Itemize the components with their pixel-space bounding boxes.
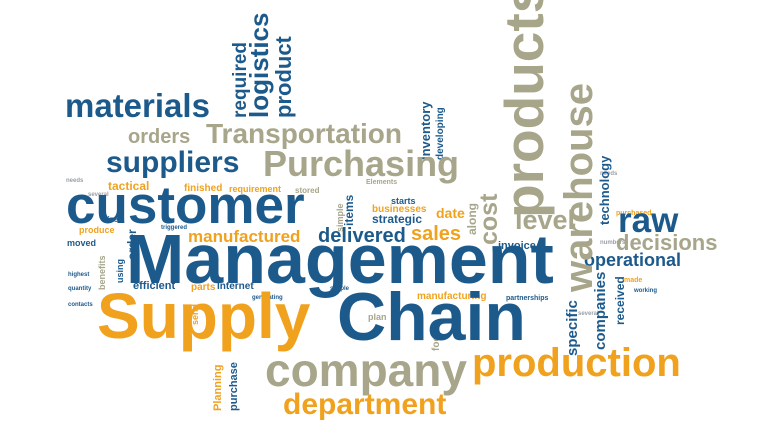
word-received: received (613, 276, 627, 325)
word-benefits: benefits (97, 255, 107, 290)
word-produce: produce (79, 225, 115, 235)
word-inventory: Inventory (418, 101, 433, 160)
word-sales: sales (411, 223, 461, 245)
word-purchasing: Purchasing (263, 143, 459, 184)
word-planning: Planning (212, 365, 224, 411)
word-transportation: Transportation (206, 118, 402, 149)
word-manufacturing: manufacturing (417, 291, 486, 302)
word-management: Management (126, 220, 554, 298)
word-focus: focus (431, 324, 442, 351)
word-items: items (342, 194, 356, 226)
word-warehouse: warehouse (557, 83, 601, 293)
word-strategic: strategic (372, 212, 422, 226)
word-finished: finished (184, 183, 222, 194)
word-starts: starts (391, 196, 416, 206)
word-suppliers: suppliers (106, 146, 239, 179)
word-customer: customer (66, 176, 305, 235)
word-highest: highest (68, 272, 89, 278)
word-delivered: delivered (318, 225, 406, 247)
word-level: level (515, 205, 575, 235)
word-parts: parts (191, 282, 216, 293)
word-raw: raw (618, 201, 679, 240)
word-made: made (624, 277, 642, 284)
word-along: along (465, 203, 479, 235)
word-requirement: requirement (229, 184, 281, 194)
word-internet: Internet (217, 281, 254, 292)
word-required: required (230, 42, 251, 118)
word-supply: Supply (97, 280, 311, 352)
word-simple-vertical: simple (335, 203, 345, 232)
word-purchase: purchase (228, 362, 240, 411)
word-numbers: numbers (600, 240, 626, 246)
word-contacts: contacts (68, 302, 93, 308)
word-manufactured: manufactured (188, 227, 300, 246)
word-using: using (115, 259, 125, 283)
word-send: send (190, 304, 200, 325)
word-purchased: purchased (616, 210, 651, 217)
word-plan: plan (368, 312, 387, 322)
word-simple: simple (330, 286, 350, 292)
word-products: products (493, 0, 555, 218)
word-businesses: businesses (372, 204, 427, 215)
word-department: department (283, 388, 446, 421)
word-orders: orders (128, 126, 190, 148)
word-invoice: invoice (498, 240, 536, 252)
word-tactical: tactical (108, 179, 149, 193)
word-partnerships: partnerships (506, 295, 549, 302)
word-cost: cost (475, 193, 503, 245)
word-working: working (633, 288, 657, 294)
word-product: product (271, 35, 296, 118)
word-needs: needs (600, 171, 618, 177)
word-generating: generating (252, 295, 283, 301)
word-stored: stored (295, 186, 320, 195)
word-developing: developing (435, 107, 446, 160)
word-production: production (472, 341, 681, 385)
word-logistics: logistics (244, 13, 274, 118)
word-elements: Elements (366, 179, 397, 186)
filler-words: needs several numbers needs several (66, 171, 626, 317)
word-chain: Chain (337, 279, 526, 355)
word-materials: materials (65, 87, 210, 124)
word-needs-small: needs (66, 178, 84, 184)
word-several-small: several (88, 192, 109, 198)
word-operational: operational (584, 250, 681, 270)
word-quantity: quantity (68, 286, 92, 292)
word-order: order (125, 229, 139, 260)
word-technology: technology (597, 155, 612, 225)
word-triggered: triggered (161, 225, 187, 231)
word-size: size (103, 215, 119, 224)
word-company: company (265, 344, 467, 396)
word-several: several (578, 311, 599, 317)
word-moved: moved (67, 238, 96, 248)
word-efficient: efficient (133, 280, 176, 292)
word-companies: companies (592, 272, 609, 350)
word-date: date (436, 205, 465, 221)
word-decisions: decisions (616, 230, 717, 255)
word-specific: specific (564, 300, 581, 356)
